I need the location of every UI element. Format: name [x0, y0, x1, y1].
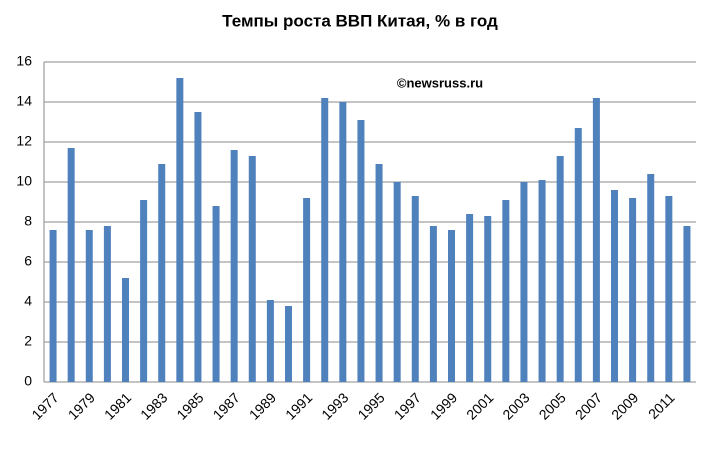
bar	[67, 148, 75, 382]
bar	[85, 230, 93, 382]
bar	[158, 164, 166, 382]
bar	[538, 180, 546, 382]
x-tick-label: 1987	[210, 389, 243, 422]
bar	[212, 206, 220, 382]
bar	[574, 128, 582, 382]
y-tick-label: 0	[24, 373, 32, 389]
y-tick-label: 14	[16, 93, 32, 109]
x-tick-label: 2003	[499, 389, 532, 422]
bar	[556, 156, 564, 382]
x-tick-label: 1991	[282, 389, 315, 422]
bar	[303, 198, 311, 382]
bar	[103, 226, 111, 382]
x-tick-label: 1989	[246, 389, 279, 422]
bar	[285, 306, 292, 382]
x-tick-label: 1979	[65, 389, 98, 422]
y-tick-label: 12	[16, 133, 32, 149]
bar	[248, 156, 256, 382]
x-tick-label: 2001	[463, 389, 496, 422]
y-tick-label: 16	[16, 53, 32, 69]
bar	[176, 78, 184, 382]
y-tick-label: 4	[24, 293, 32, 309]
bar	[321, 98, 329, 382]
y-tick-label: 6	[24, 253, 32, 269]
x-tick-label: 2005	[536, 389, 569, 422]
bar	[665, 196, 673, 382]
x-tick-label: 1981	[101, 389, 134, 422]
x-tick-label: 1999	[427, 389, 460, 422]
bar	[683, 226, 691, 382]
bar	[448, 230, 455, 382]
bar	[429, 226, 437, 382]
bar	[611, 190, 618, 382]
bar	[520, 182, 528, 382]
x-tick-label: 1983	[137, 389, 170, 422]
bar	[49, 230, 57, 382]
bar	[266, 300, 274, 382]
x-tick-label: 1997	[391, 389, 424, 422]
x-tick-label: 2009	[608, 389, 641, 422]
bar	[375, 164, 383, 382]
x-tick-label: 1993	[318, 389, 351, 422]
bar	[484, 216, 492, 382]
bar	[194, 112, 202, 382]
y-tick-label: 2	[24, 333, 32, 349]
bar	[122, 278, 129, 382]
bar	[393, 182, 401, 382]
x-tick-label: 2007	[572, 389, 605, 422]
annotation: ©newsruss.ru	[397, 75, 483, 90]
x-tick-label: 1995	[354, 389, 387, 422]
bar	[647, 174, 655, 382]
bar	[466, 214, 474, 382]
bar	[629, 198, 637, 382]
y-tick-label: 10	[16, 173, 32, 189]
bar	[140, 200, 148, 382]
x-tick-label: 2011	[645, 389, 678, 422]
x-tick-label: 1985	[173, 389, 206, 422]
bar	[592, 98, 600, 382]
bar	[411, 196, 419, 382]
bar	[502, 200, 510, 382]
bar	[339, 102, 347, 382]
y-tick-label: 8	[24, 213, 32, 229]
chart-title: Темпы роста ВВП Китая, % в год	[222, 11, 498, 30]
bar	[357, 120, 365, 382]
bar	[230, 150, 238, 382]
x-tick-label: 1977	[28, 389, 61, 422]
